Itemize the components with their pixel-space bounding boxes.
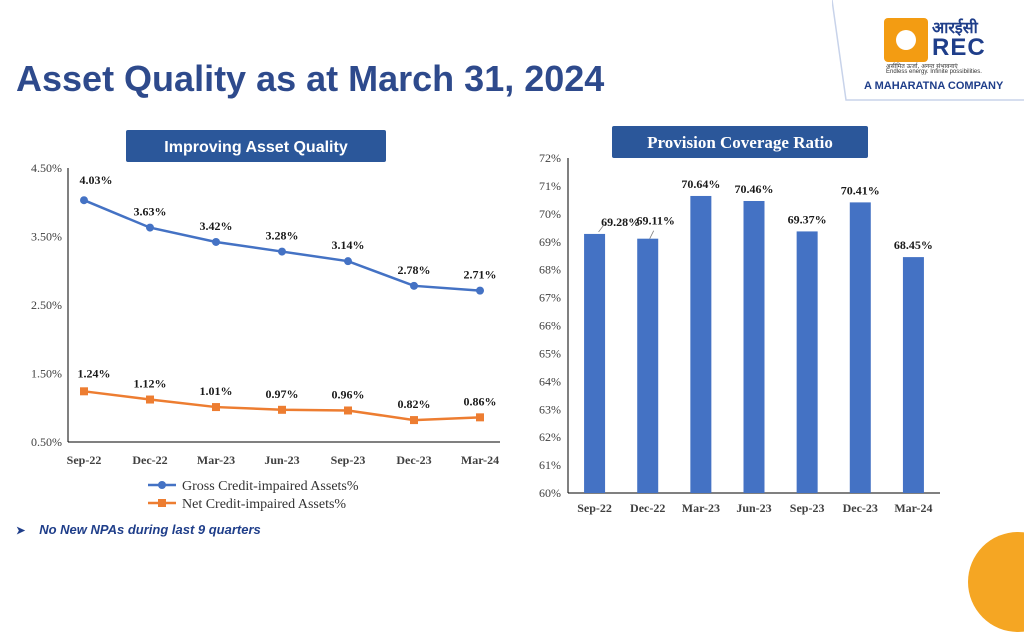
line-x-tick-label: Dec-23 — [396, 453, 431, 467]
gross-data-label: 3.28% — [266, 229, 299, 243]
logo-company: A MAHARATNA COMPANY — [864, 80, 1004, 92]
bar-x-tick-label: Dec-22 — [630, 501, 665, 515]
legend-gross-label: Gross Credit-impaired Assets% — [182, 479, 359, 494]
gross-data-point — [146, 223, 154, 232]
bar-x-tick-label: Sep-23 — [790, 501, 825, 515]
pcr-label-leader — [649, 230, 655, 239]
bar-y-tick-label: 68% — [539, 263, 561, 277]
bar-y-tick-label: 72% — [539, 151, 561, 165]
gross-data-point — [344, 257, 352, 266]
logo-name: REC — [932, 34, 986, 61]
provision-coverage-bar-chart: Provision Coverage Ratio 72% 71% 70% 69% 68%… — [539, 126, 940, 515]
gross-data-point — [476, 286, 484, 295]
pcr-bar — [902, 257, 924, 493]
footnote-text: No New NPAs during last 9 quarters — [39, 522, 261, 537]
pcr-data-label: 69.28% — [601, 215, 640, 229]
pcr-data-label: 69.11% — [637, 214, 675, 228]
net-data-point — [212, 403, 220, 412]
bar-x-tick-label: Mar-24 — [894, 501, 932, 515]
bar-y-tick-label: 60% — [539, 486, 561, 500]
line-y-tick-label: 1.50% — [31, 367, 62, 381]
bar-y-tick-label: 62% — [539, 430, 561, 444]
logo-tagline-hindi: असीमित ऊर्जा, अनन्त संभावनाएं — [886, 63, 958, 70]
gross-data-point — [212, 237, 220, 246]
net-data-label: 0.82% — [398, 397, 431, 411]
pcr-data-label: 69.37% — [788, 212, 827, 226]
bar-chart-title: Provision Coverage Ratio — [647, 133, 833, 152]
net-data-point — [278, 405, 286, 414]
line-y-tick-label: 2.50% — [31, 298, 62, 312]
gross-data-label: 3.42% — [200, 219, 233, 233]
net-data-label: 1.12% — [134, 377, 167, 391]
bar-x-tick-label: Sep-22 — [577, 501, 612, 515]
arrow-bullet-icon: ➤ — [16, 525, 26, 537]
pcr-bar — [584, 233, 606, 493]
asset-quality-line-chart: Improving Asset Quality 4.50% 3.50% 2.50% 1… — [31, 130, 500, 512]
pcr-data-label: 70.41% — [841, 183, 880, 197]
gross-data-label: 2.78% — [398, 263, 431, 277]
bar-x-tick-label: Dec-23 — [843, 501, 878, 515]
line-y-tick-label: 0.50% — [31, 435, 62, 449]
legend-net-label: Net Credit-impaired Assets% — [182, 497, 346, 512]
gross-data-label: 2.71% — [464, 268, 497, 282]
net-data-point — [476, 413, 484, 422]
logo-corner-frame — [832, 0, 1024, 101]
gross-data-label: 3.14% — [332, 238, 365, 252]
line-x-tick-label: Sep-22 — [67, 453, 102, 467]
line-x-tick-label: Dec-22 — [132, 453, 167, 467]
bar-chart-header — [612, 126, 868, 158]
bar-x-tick-label: Jun-23 — [736, 501, 771, 515]
gross-data-label: 3.63% — [134, 205, 167, 219]
net-data-point — [344, 406, 352, 415]
bar-y-tick-label: 66% — [539, 319, 561, 333]
line-y-tick-label: 4.50% — [31, 161, 62, 175]
net-data-label: 1.24% — [78, 366, 111, 380]
bar-x-tick-label: Mar-23 — [682, 501, 720, 515]
net-data-label: 0.97% — [266, 387, 299, 401]
bar-y-tick-label: 69% — [539, 235, 561, 249]
bar-y-tick-label: 64% — [539, 374, 561, 388]
net-data-point — [410, 416, 418, 425]
line-x-tick-label: Mar-24 — [461, 453, 499, 467]
pcr-bar — [637, 238, 659, 493]
net-data-label: 0.86% — [464, 394, 497, 408]
footnote: ➤ No New NPAs during last 9 quarters — [16, 522, 261, 537]
gross-data-point — [410, 281, 418, 290]
legend-net-marker — [158, 499, 166, 507]
pcr-data-label: 70.64% — [681, 177, 720, 191]
line-x-tick-label: Sep-23 — [331, 453, 366, 467]
line-legend: Gross Credit-impaired Assets% Net Credit… — [148, 479, 359, 512]
line-x-tick-label: Jun-23 — [264, 453, 299, 467]
sun-icon — [884, 18, 928, 62]
bar-y-tick-label: 61% — [539, 458, 561, 472]
net-data-label: 1.01% — [200, 384, 233, 398]
pcr-bar — [743, 200, 765, 493]
logo-tagline: Endless energy. Infinite possibilities. — [886, 69, 982, 75]
bar-y-tick-label: 70% — [539, 207, 561, 221]
bar-y-tick-label: 63% — [539, 402, 561, 416]
gross-data-point — [80, 196, 88, 205]
net-data-point — [80, 387, 88, 396]
legend-gross-marker — [158, 481, 166, 489]
bar-y-tick-label: 71% — [539, 179, 561, 193]
pcr-data-label: 70.46% — [735, 182, 774, 196]
logo-hindi-text: आरईसी — [932, 18, 978, 37]
pcr-data-label: 68.45% — [894, 238, 933, 252]
line-x-tick-label: Mar-23 — [197, 453, 235, 467]
bar-y-tick-label: 67% — [539, 291, 561, 305]
pcr-label-leader — [598, 223, 605, 233]
gross-data-point — [278, 247, 286, 256]
bar-y-tick-label: 65% — [539, 346, 561, 360]
gross-data-label: 4.03% — [80, 173, 113, 187]
pcr-bar — [796, 231, 818, 493]
page-title: Asset Quality as at March 31, 2024 — [16, 58, 605, 99]
net-data-point — [146, 395, 154, 404]
line-chart-title: Improving Asset Quality — [164, 139, 348, 156]
line-chart-header — [126, 130, 386, 162]
line-y-tick-label: 3.50% — [31, 230, 62, 244]
corner-decoration — [968, 532, 1024, 632]
net-data-label: 0.96% — [332, 387, 365, 401]
pcr-bar — [690, 195, 712, 493]
pcr-bar — [849, 202, 871, 493]
